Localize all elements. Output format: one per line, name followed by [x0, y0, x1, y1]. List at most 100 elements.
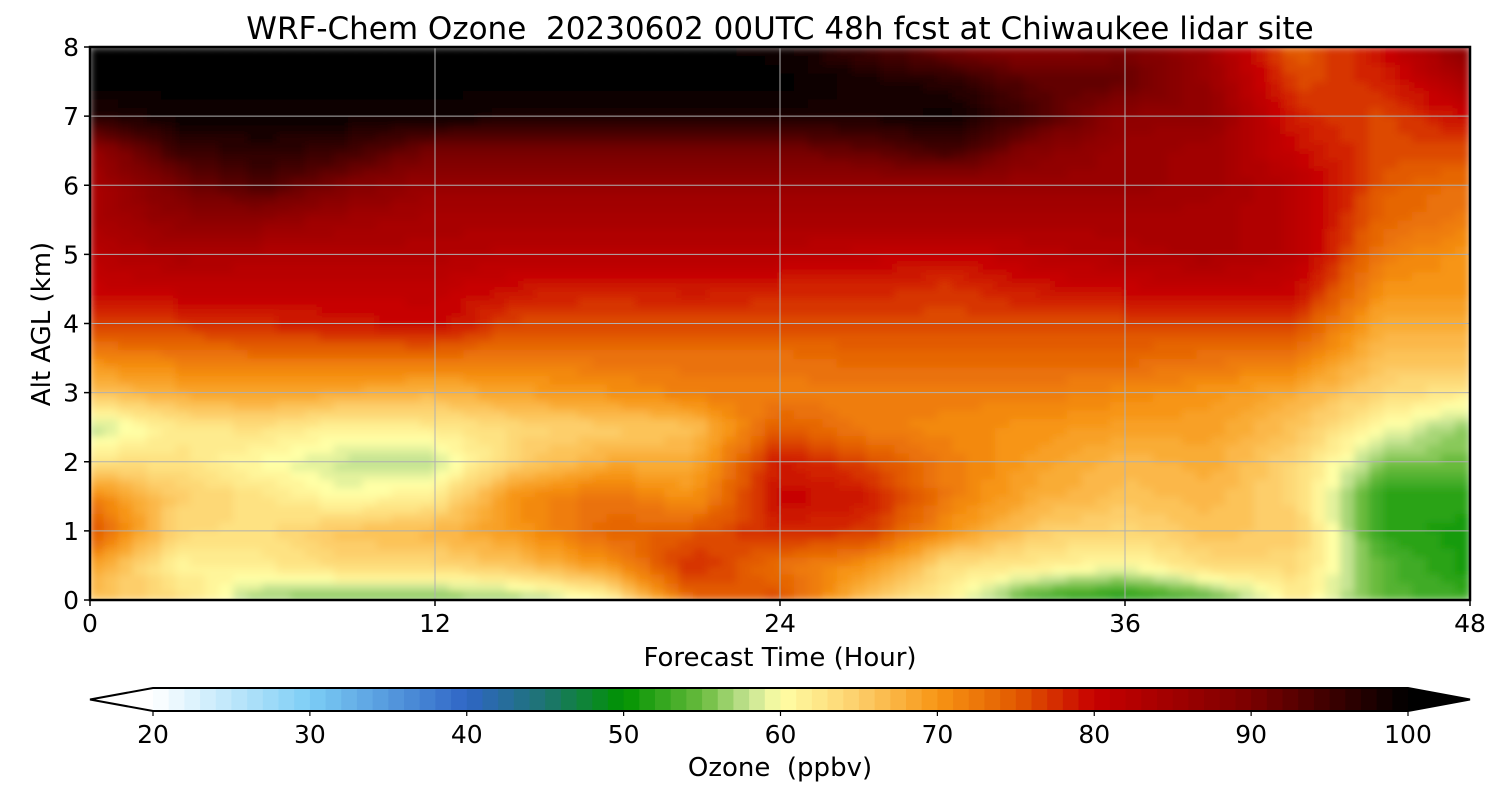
- heatmap-cell: [707, 495, 724, 506]
- heatmap-cell: [190, 357, 206, 368]
- heatmap-cell: [276, 556, 292, 567]
- heatmap-cell: [1397, 530, 1414, 541]
- heatmap-cell: [908, 340, 925, 351]
- heatmap-cell: [247, 167, 264, 178]
- heatmap-cell: [290, 201, 307, 212]
- heatmap-cell: [951, 400, 968, 411]
- heatmap-cell: [535, 461, 551, 471]
- heatmap-cell: [1153, 547, 1169, 558]
- heatmap-cell: [290, 512, 307, 523]
- heatmap-cell: [1383, 590, 1399, 600]
- heatmap-cell: [578, 236, 594, 247]
- heatmap-cell: [1253, 296, 1270, 307]
- heatmap-cell: [923, 530, 939, 541]
- heatmap-cell: [448, 374, 465, 385]
- heatmap-cell: [721, 409, 738, 420]
- heatmap-cell: [405, 340, 422, 351]
- heatmap-cell: [865, 495, 882, 506]
- heatmap-cell: [204, 348, 220, 359]
- heatmap-cell: [376, 564, 393, 575]
- heatmap-cell: [118, 176, 134, 186]
- heatmap-cell: [995, 288, 1011, 299]
- heatmap-cell: [693, 435, 709, 446]
- heatmap-cell: [937, 452, 954, 463]
- heatmap-cell: [779, 521, 795, 532]
- heatmap-cell: [1153, 538, 1169, 549]
- heatmap-cell: [434, 504, 450, 515]
- heatmap-cell: [736, 176, 752, 186]
- heatmap-cell: [664, 504, 680, 515]
- heatmap-cell: [1296, 392, 1313, 402]
- heatmap-cell: [218, 469, 235, 480]
- heatmap-cell: [1167, 253, 1184, 264]
- heatmap-cell: [779, 426, 795, 437]
- heatmap-cell: [1167, 219, 1184, 230]
- heatmap-cell: [161, 521, 177, 532]
- heatmap-cell: [118, 461, 134, 471]
- heatmap-cell: [132, 141, 149, 152]
- heatmap-cell: [1196, 253, 1212, 264]
- heatmap-cell: [1397, 582, 1414, 592]
- heatmap-cell: [750, 219, 767, 230]
- heatmap-cell: [448, 227, 465, 238]
- heatmap-cell: [1023, 469, 1040, 480]
- heatmap-cell: [621, 392, 637, 402]
- heatmap-cell: [1124, 184, 1140, 195]
- heatmap-cell: [808, 236, 824, 247]
- heatmap-cell: [90, 564, 105, 575]
- heatmap-cell: [218, 478, 235, 489]
- heatmap-cell: [1081, 556, 1097, 567]
- heatmap-cell: [980, 322, 997, 333]
- heatmap-cell: [1440, 495, 1457, 506]
- heatmap-cell: [491, 314, 508, 325]
- heatmap-cell: [1009, 435, 1025, 446]
- heatmap-cell: [391, 409, 407, 420]
- heatmap-cell: [693, 366, 709, 376]
- heatmap-cell: [1124, 392, 1140, 402]
- heatmap-cell: [1095, 452, 1112, 463]
- heatmap-cell: [908, 305, 925, 316]
- heatmap-cell: [880, 167, 896, 178]
- heatmap-cell: [1253, 504, 1270, 515]
- heatmap-cell: [851, 245, 867, 255]
- heatmap-cell: [161, 435, 177, 446]
- heatmap-cell: [333, 504, 350, 515]
- heatmap-cell: [319, 176, 335, 186]
- heatmap-cell: [161, 417, 177, 428]
- heatmap-cell: [204, 443, 220, 454]
- heatmap-cell: [506, 296, 522, 307]
- heatmap-cell: [836, 530, 853, 541]
- heatmap-cell: [750, 443, 767, 454]
- heatmap-cell: [592, 167, 609, 178]
- heatmap-cell: [578, 279, 594, 290]
- heatmap-cell: [1296, 271, 1313, 281]
- heatmap-cell: [779, 158, 795, 169]
- heatmap-cell: [118, 504, 134, 515]
- heatmap-cell: [1095, 193, 1112, 204]
- heatmap-cell: [448, 150, 465, 160]
- heatmap-cell: [693, 512, 709, 523]
- heatmap-cell: [635, 478, 652, 489]
- heatmap-cell: [650, 400, 666, 411]
- heatmap-cell: [549, 331, 565, 342]
- heatmap-cell: [1411, 227, 1428, 238]
- heatmap-cell: [1038, 573, 1054, 584]
- heatmap-cell: [319, 348, 335, 359]
- heatmap-cell: [520, 392, 537, 402]
- heatmap-cell: [132, 176, 149, 186]
- heatmap-cell: [606, 184, 623, 195]
- heatmap-cell: [348, 305, 364, 316]
- heatmap-cell: [204, 150, 220, 160]
- heatmap-cell: [1426, 392, 1442, 402]
- heatmap-cell: [693, 340, 709, 351]
- heatmap-cell: [693, 564, 709, 575]
- heatmap-cell: [1440, 167, 1457, 178]
- heatmap-cell: [1066, 262, 1083, 273]
- heatmap-cell: [247, 452, 264, 463]
- heatmap-cell: [218, 357, 235, 368]
- heatmap-cell: [434, 582, 450, 592]
- heatmap-cell: [822, 176, 839, 186]
- heatmap-cell: [765, 461, 781, 471]
- heatmap-cell: [765, 279, 781, 290]
- heatmap-cell: [592, 400, 609, 411]
